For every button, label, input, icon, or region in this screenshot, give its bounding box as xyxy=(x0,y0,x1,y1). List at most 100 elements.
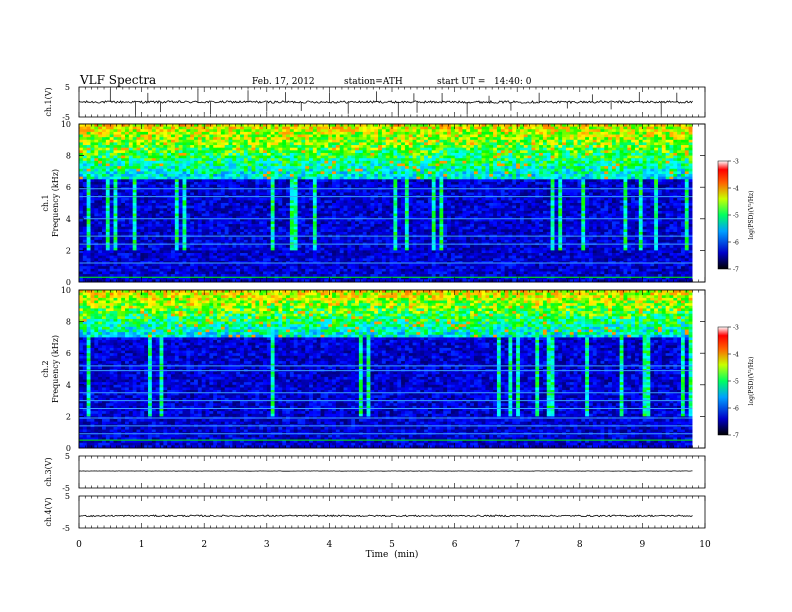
spectrogram-cell xyxy=(558,145,563,149)
spectrogram-cell xyxy=(573,197,578,201)
spectrogram-cell xyxy=(366,200,371,204)
spectrogram-cell xyxy=(493,142,498,146)
spectrogram-cell xyxy=(305,176,310,180)
spectrogram-cell xyxy=(220,126,226,130)
spectrogram-cell xyxy=(504,142,509,146)
spectrogram-cell xyxy=(462,179,467,183)
spectrogram-cell xyxy=(500,124,505,128)
spectrogram-cell xyxy=(125,189,130,193)
spectrogram-cell xyxy=(178,184,183,188)
spectrogram-cell xyxy=(98,147,103,151)
spectrogram-cell xyxy=(351,134,356,138)
spectrogram-cell xyxy=(286,203,291,207)
spectrogram-cell xyxy=(416,124,421,128)
spectrogram-cell xyxy=(297,139,302,143)
spectrogram-cell xyxy=(362,137,367,141)
spectrogram-cell xyxy=(569,129,575,133)
spectrogram-cell xyxy=(351,137,356,141)
spectrogram-cell xyxy=(684,163,690,167)
spectrogram-cell xyxy=(404,168,410,172)
spectrogram-cell xyxy=(581,176,586,180)
spectrogram-cell xyxy=(289,139,295,143)
spectrogram-cell xyxy=(320,163,325,167)
spectrogram-cell xyxy=(136,137,141,141)
spectrogram-cell xyxy=(374,171,379,175)
spectrogram-cell xyxy=(665,158,670,162)
spectrogram-cell xyxy=(113,166,118,170)
spectrogram-cell xyxy=(627,179,632,183)
spectrogram-cell xyxy=(519,160,525,164)
spectrogram-cell xyxy=(531,150,536,154)
spectrogram-cell xyxy=(554,200,559,204)
spectrogram-cell xyxy=(378,145,383,149)
spectrogram-cell xyxy=(673,176,678,180)
spectrogram-cell xyxy=(370,158,375,162)
spectrogram-cell xyxy=(140,163,145,167)
spectrogram-cell xyxy=(642,181,647,185)
spectrogram-cell xyxy=(615,197,621,201)
spectrogram-cell xyxy=(688,124,693,128)
spectrogram-cell xyxy=(209,126,214,130)
spectrogram-cell xyxy=(228,152,233,156)
spectrogram-cell xyxy=(493,139,498,143)
spectrogram-cell xyxy=(512,150,517,154)
spectrogram-cell xyxy=(224,131,229,135)
spectrogram-cell xyxy=(619,139,624,143)
spectrogram-cell xyxy=(351,158,356,162)
spectrogram-cell xyxy=(228,137,233,141)
spectrogram-cell xyxy=(282,124,287,128)
spectrogram-cell xyxy=(205,166,210,170)
spectrogram-cell xyxy=(504,171,509,175)
spectrogram-cell xyxy=(466,134,471,138)
spectrogram-cell xyxy=(665,152,670,156)
spectrogram-cell xyxy=(688,134,693,138)
spectrogram-cell xyxy=(688,152,693,156)
spectrogram-cell xyxy=(128,131,134,135)
spectrogram-cell xyxy=(343,131,348,135)
spectrogram-cell xyxy=(684,129,690,133)
spectrogram-cell xyxy=(309,192,314,196)
spectrogram-cell xyxy=(573,147,578,151)
spectrogram-cell xyxy=(447,163,452,167)
spectrogram-cell xyxy=(378,166,383,170)
spectrogram-cell xyxy=(125,179,130,183)
spectrogram-cell xyxy=(220,197,226,201)
spectrogram-cell xyxy=(228,126,233,130)
spectrogram-cell xyxy=(274,152,279,156)
spectrogram-cell xyxy=(94,179,99,183)
spectrogram-cell xyxy=(470,179,475,183)
spectrogram-cell xyxy=(619,126,624,130)
spectrogram-cell xyxy=(194,200,199,204)
spectrogram-cell xyxy=(581,131,586,135)
spectrogram-cell xyxy=(289,158,295,162)
spectrogram-cell xyxy=(512,129,517,133)
spectrogram-cell xyxy=(424,184,429,188)
spectrogram-cell xyxy=(393,176,398,180)
spectrogram-cell xyxy=(412,168,417,172)
spectrogram-cell xyxy=(393,137,398,141)
spectrogram-cell xyxy=(500,158,505,162)
spectrogram-cell xyxy=(554,124,559,128)
spectrogram-cell xyxy=(301,147,306,151)
spectrogram-cell xyxy=(148,189,153,193)
spectrogram-cell xyxy=(378,192,383,196)
spectrogram-cell xyxy=(420,181,425,185)
spectrogram-cell xyxy=(477,145,482,149)
spectrogram-cell xyxy=(228,168,233,172)
spectrogram-cell xyxy=(209,158,214,162)
spectrogram-cell xyxy=(604,181,609,185)
spectrogram-cell xyxy=(309,126,314,130)
spectrogram-cell xyxy=(381,142,387,146)
spectrogram-cell xyxy=(274,171,279,175)
spectrogram-cell xyxy=(151,179,157,183)
spectrogram-cell xyxy=(611,147,617,151)
spectrogram-cell xyxy=(128,137,134,141)
spectrogram-cell xyxy=(136,158,141,162)
spectrogram-cell xyxy=(454,181,459,185)
spectrogram-cell xyxy=(213,163,218,167)
spectrogram-cell xyxy=(523,166,528,170)
spectrogram-cell xyxy=(401,174,406,178)
spectrogram-cell xyxy=(263,131,268,135)
spectrogram-cell xyxy=(358,166,364,170)
spectrogram-cell xyxy=(286,179,291,183)
